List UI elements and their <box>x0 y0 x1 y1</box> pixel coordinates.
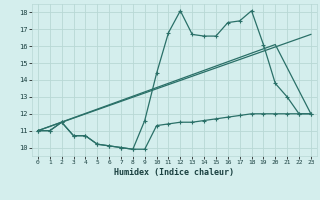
X-axis label: Humidex (Indice chaleur): Humidex (Indice chaleur) <box>115 168 234 177</box>
